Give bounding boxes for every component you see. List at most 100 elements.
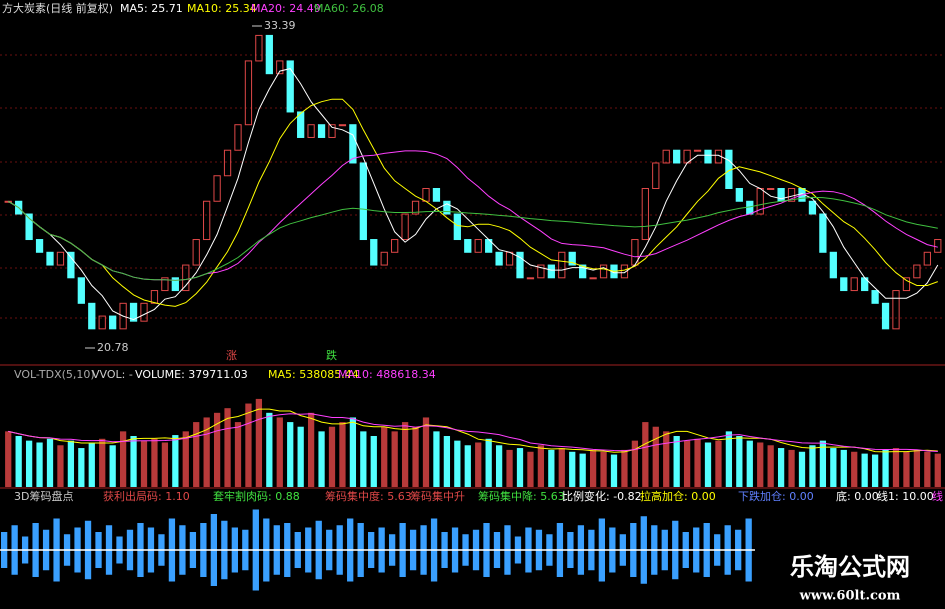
volume-bar bbox=[892, 448, 900, 487]
volume-bar bbox=[537, 445, 545, 487]
candle bbox=[276, 60, 284, 75]
volume-bar bbox=[46, 438, 54, 487]
volume-bar bbox=[88, 442, 95, 487]
volume-label: VOLUME: 379711.03 bbox=[135, 368, 248, 381]
candle bbox=[589, 277, 597, 280]
up-marker: 涨 bbox=[226, 349, 237, 362]
volume-bar bbox=[495, 445, 503, 487]
candle bbox=[537, 264, 545, 279]
volume-bar bbox=[673, 436, 680, 487]
indicator-name: 3D筹码盘点 bbox=[14, 489, 73, 503]
indicator-value: 线 bbox=[932, 489, 943, 503]
candle bbox=[161, 277, 169, 292]
indicator-value: 底: 0.00 bbox=[836, 489, 879, 503]
candle bbox=[767, 188, 775, 190]
candle bbox=[244, 60, 253, 126]
volume-bar bbox=[767, 445, 774, 487]
candle bbox=[443, 200, 451, 215]
high-label: 33.39 bbox=[264, 19, 296, 32]
candle bbox=[850, 277, 858, 292]
volume-average bbox=[8, 408, 938, 453]
candle bbox=[119, 302, 127, 330]
indicator-value: 筹码集中度: 5.63 bbox=[325, 489, 412, 503]
candle bbox=[599, 264, 608, 279]
volume-bar bbox=[287, 422, 294, 487]
candle bbox=[140, 302, 148, 322]
candle bbox=[673, 149, 681, 164]
candle bbox=[4, 200, 12, 203]
candle bbox=[213, 175, 221, 202]
volume-bar bbox=[401, 422, 409, 487]
volume-bar bbox=[663, 431, 670, 487]
volume-bar bbox=[652, 426, 659, 487]
volume-bar bbox=[99, 438, 106, 487]
stock-title: 方大炭素(日线 前复权) bbox=[2, 1, 113, 15]
volume-bar bbox=[777, 448, 785, 487]
candle bbox=[380, 251, 388, 266]
watermark-name: 乐淘公式网 bbox=[790, 553, 910, 581]
candle bbox=[265, 34, 273, 75]
moving-average bbox=[7, 98, 938, 307]
volume-bar bbox=[172, 435, 179, 487]
candle bbox=[777, 188, 785, 202]
volume-bar bbox=[276, 417, 283, 487]
down-marker: 跌 bbox=[326, 348, 337, 362]
candle bbox=[662, 149, 670, 164]
volume-bar bbox=[182, 431, 189, 487]
candle bbox=[495, 251, 503, 266]
candle bbox=[67, 251, 75, 279]
volume-bar bbox=[736, 436, 743, 487]
ma5-label: MA5: 25.71 bbox=[120, 2, 183, 15]
candle bbox=[829, 251, 837, 279]
volume-bar bbox=[266, 412, 273, 487]
candle bbox=[35, 239, 44, 253]
candle bbox=[77, 277, 85, 304]
volume-bar bbox=[119, 431, 127, 487]
candle bbox=[526, 277, 535, 280]
volume-bar bbox=[454, 440, 461, 487]
volume-bar bbox=[485, 438, 492, 487]
candle bbox=[359, 162, 367, 241]
candle bbox=[840, 277, 848, 292]
volume-average bbox=[8, 413, 938, 452]
volume-bar bbox=[882, 449, 889, 487]
vol-name: VOL-TDX(5,10) bbox=[14, 368, 95, 381]
volume-bar bbox=[569, 451, 576, 487]
candle bbox=[98, 315, 106, 330]
volume-bar bbox=[203, 417, 210, 487]
candle bbox=[464, 239, 472, 253]
volume-bar bbox=[610, 454, 618, 487]
volume-bar bbox=[297, 426, 304, 487]
volume-bar bbox=[412, 426, 419, 487]
candle bbox=[902, 277, 911, 292]
volume-bar bbox=[224, 408, 231, 487]
candle bbox=[338, 124, 347, 127]
indicator-value: 筹码集中降: 5.63 bbox=[478, 489, 565, 503]
volume-bar bbox=[840, 449, 847, 487]
candle bbox=[192, 239, 200, 266]
volume-bar bbox=[851, 451, 858, 487]
volume-bar bbox=[36, 442, 43, 487]
volume-bar bbox=[924, 451, 931, 487]
volume-bar bbox=[57, 445, 64, 487]
volume-bar bbox=[318, 431, 325, 487]
volume-bar bbox=[161, 442, 169, 487]
volume-bar bbox=[558, 448, 565, 487]
volume-bar bbox=[255, 398, 263, 487]
volume-bar bbox=[704, 442, 712, 487]
vol-ma10-label: MA10: 488618.34 bbox=[338, 368, 436, 381]
volume-bar bbox=[464, 445, 471, 487]
volume-bar bbox=[15, 436, 22, 487]
candle bbox=[641, 188, 649, 241]
candle bbox=[411, 200, 420, 215]
volume-bar bbox=[151, 438, 158, 487]
volume-bar bbox=[715, 440, 722, 487]
volume-bar bbox=[903, 451, 910, 487]
vol-ma5-label: MA5: 538085.44 bbox=[268, 368, 359, 381]
candle bbox=[349, 124, 357, 164]
volume-bar bbox=[506, 449, 513, 487]
volume-bar bbox=[328, 426, 336, 487]
candle bbox=[474, 239, 482, 253]
candle bbox=[693, 149, 702, 152]
